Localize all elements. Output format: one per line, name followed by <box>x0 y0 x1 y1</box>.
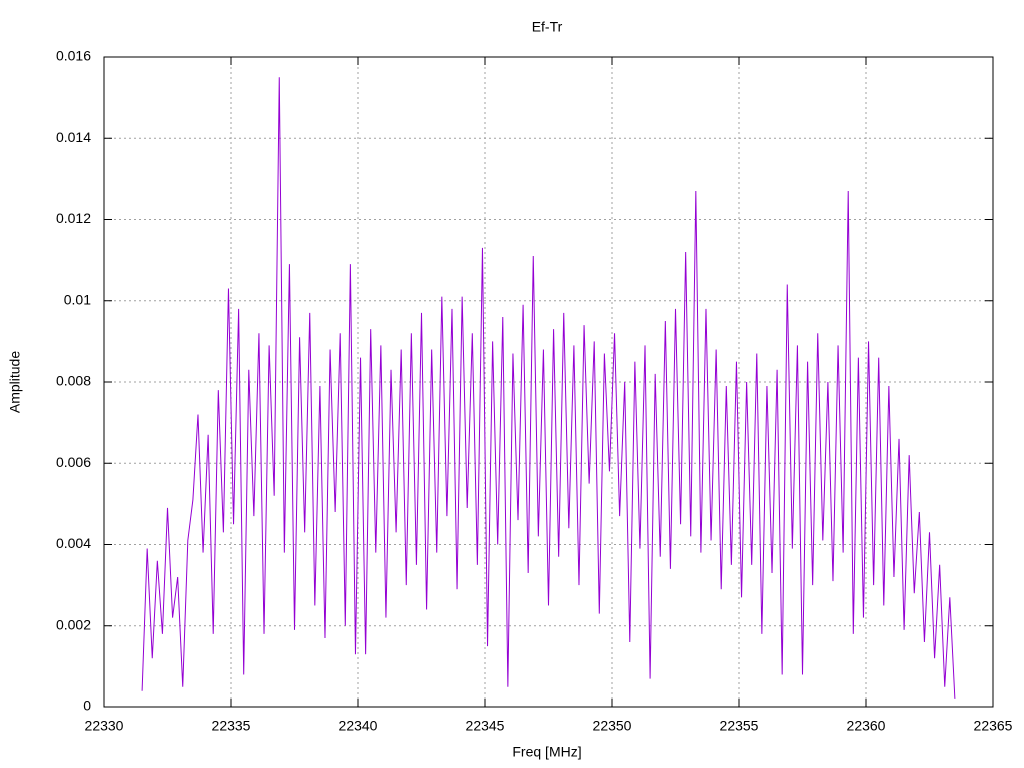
y-tick-label: 0.014 <box>56 129 91 145</box>
x-tick-label: 22345 <box>466 718 505 734</box>
x-tick-label: 22340 <box>339 718 378 734</box>
x-tick-label: 22365 <box>974 718 1013 734</box>
x-tick-label: 22335 <box>212 718 251 734</box>
y-tick-label: 0.012 <box>56 210 91 226</box>
x-tick-label: 22350 <box>593 718 632 734</box>
x-tick-label: 22355 <box>720 718 759 734</box>
y-tick-label: 0.006 <box>56 454 91 470</box>
y-tick-label: 0.008 <box>56 373 91 389</box>
y-tick-label: 0 <box>83 698 91 714</box>
chart-title: Ef-Tr <box>532 19 563 35</box>
x-axis-label: Freq [MHz] <box>512 744 581 760</box>
y-tick-label: 0.002 <box>56 616 91 632</box>
data-line <box>141 77 956 699</box>
y-tick-label: 0.004 <box>56 535 91 551</box>
y-tick-label: 0.01 <box>64 291 91 307</box>
y-tick-label: 0.016 <box>56 48 91 64</box>
y-axis-label: Amplitude <box>7 351 23 413</box>
x-tick-label: 22360 <box>847 718 886 734</box>
x-tick-label: 22330 <box>85 718 124 734</box>
